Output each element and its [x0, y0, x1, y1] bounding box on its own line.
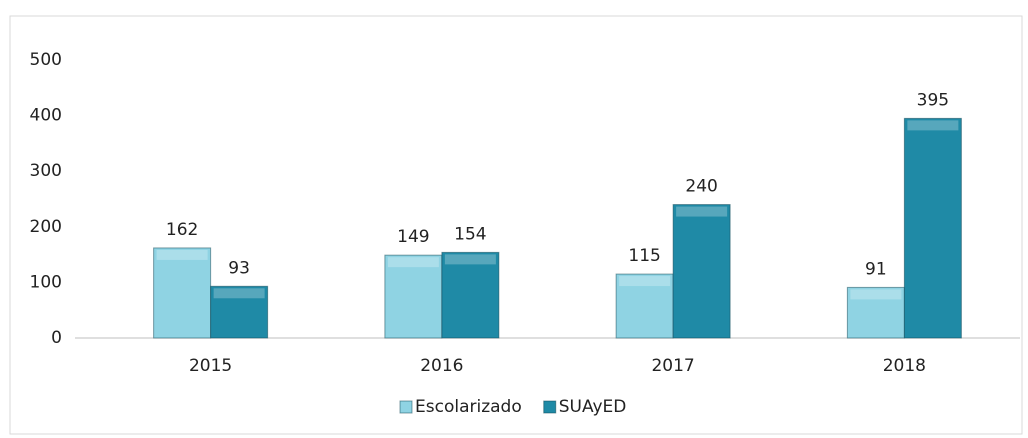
y-tick-label: 200: [30, 217, 62, 237]
bar-bevel: [156, 249, 208, 260]
data-label: 93: [228, 258, 250, 278]
bar: [441, 251, 500, 339]
data-label: 395: [917, 90, 949, 110]
data-label: 149: [397, 227, 429, 247]
y-tick-label: 0: [51, 328, 62, 348]
bar-bevel: [213, 288, 265, 299]
bar-bevel: [619, 276, 671, 287]
y-tick-label: 300: [30, 161, 62, 181]
bar: [153, 247, 212, 339]
x-tick-label: 2018: [883, 356, 926, 376]
bar: [672, 204, 731, 339]
data-label: 240: [685, 177, 717, 197]
x-tick-label: 2015: [189, 356, 232, 376]
bar-bevel: [387, 257, 439, 268]
x-tick-label: 2016: [420, 356, 463, 376]
bar-bevel: [850, 289, 902, 300]
bar: [210, 285, 269, 339]
bar: [903, 117, 962, 339]
bar-bevel: [676, 206, 728, 217]
bar: [384, 254, 443, 339]
chart-border: [9, 15, 1023, 435]
y-tick-label: 500: [30, 50, 62, 70]
legend-label: Escolarizado: [415, 397, 522, 417]
bar: [846, 286, 905, 339]
legend-label: SUAyED: [559, 397, 627, 417]
data-label: 162: [166, 220, 198, 240]
data-label: 91: [865, 259, 887, 279]
data-label: 115: [628, 246, 660, 266]
legend-swatch: [543, 400, 557, 414]
bar-bevel: [444, 254, 496, 265]
data-label: 154: [454, 224, 486, 244]
bar-bevel: [907, 120, 959, 131]
x-tick-label: 2017: [651, 356, 694, 376]
legend-swatch: [399, 400, 413, 414]
y-tick-label: 400: [30, 106, 62, 126]
y-tick-label: 100: [30, 272, 62, 292]
bar: [615, 273, 674, 339]
